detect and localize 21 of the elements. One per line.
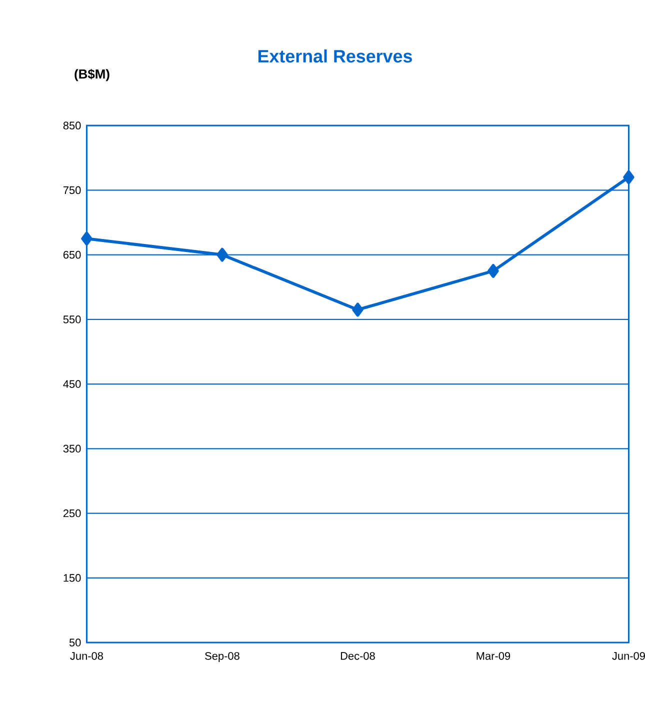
x-tick-label: Mar-09: [476, 652, 510, 660]
point: [81, 232, 92, 246]
x-tick-label: Sep-08: [205, 652, 240, 662]
point: [623, 170, 634, 184]
y-tick-label: 450: [63, 380, 81, 388]
chart-title: External Reserves: [258, 49, 412, 63]
y-tick-label: 550: [63, 316, 81, 324]
x-tick-label: Dec-08: [340, 652, 375, 660]
y-axis-title: (B$M): [74, 68, 110, 82]
y-tick-label: 750: [63, 186, 81, 194]
y-tick-label: 50: [69, 638, 81, 646]
x-tick-label: Jun-09: [612, 652, 645, 660]
point: [488, 264, 499, 278]
y-tick-label: 850: [63, 122, 81, 130]
y-tick-label: 650: [63, 250, 81, 259]
y-tick-label: 150: [64, 574, 81, 582]
y-tick-label: 250: [63, 509, 81, 518]
point: [352, 302, 364, 317]
point: [216, 248, 228, 262]
x-tick-label: Jun-08: [70, 652, 103, 660]
y-tick-label: 350: [63, 444, 81, 453]
